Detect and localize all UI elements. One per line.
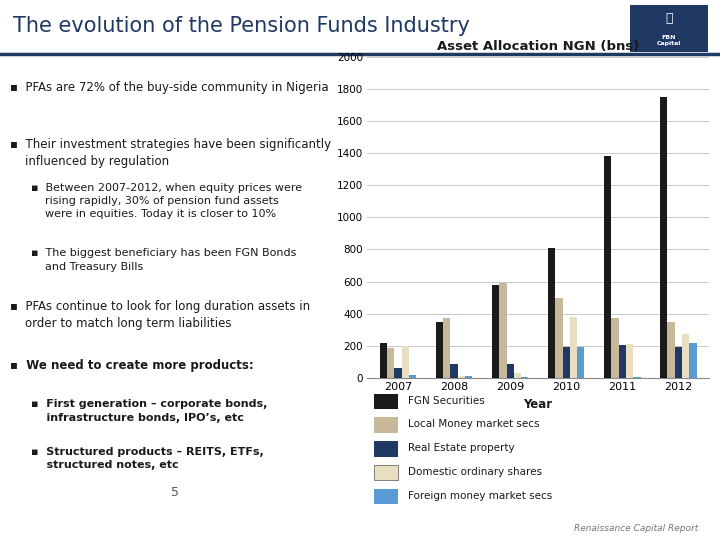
Text: The evolution of the Pension Funds Industry: The evolution of the Pension Funds Indus…	[13, 16, 470, 36]
Bar	[633, 377, 641, 378]
Bar	[492, 285, 499, 378]
Bar	[548, 248, 555, 378]
Bar	[570, 317, 577, 378]
Text: FGN Securities: FGN Securities	[408, 396, 485, 406]
Text: ▪  We need to create more products:: ▪ We need to create more products:	[11, 359, 254, 372]
Text: Local Money market secs: Local Money market secs	[408, 420, 540, 429]
Bar	[618, 345, 626, 378]
Bar	[402, 346, 409, 378]
Bar	[562, 347, 570, 378]
Bar	[675, 347, 682, 378]
Title: Asset Allocation NGN (bns): Asset Allocation NGN (bns)	[437, 40, 639, 53]
Text: ▪  Structured products – REITS, ETFs,
    structured notes, etc: ▪ Structured products – REITS, ETFs, str…	[32, 447, 264, 470]
Bar	[458, 376, 465, 378]
Bar	[604, 156, 611, 378]
Bar	[374, 465, 398, 480]
Text: 5: 5	[171, 485, 179, 498]
Text: Domestic ordinary shares: Domestic ordinary shares	[408, 467, 542, 477]
Bar	[626, 345, 633, 378]
Text: 🐘: 🐘	[665, 12, 672, 25]
Bar	[409, 375, 416, 378]
Bar	[444, 318, 451, 378]
Text: ▪  Between 2007-2012, when equity prices were
    rising rapidly, 30% of pension: ▪ Between 2007-2012, when equity prices …	[32, 183, 302, 219]
Bar	[374, 441, 398, 456]
Bar	[667, 322, 675, 378]
Bar	[374, 489, 398, 504]
Bar	[689, 343, 696, 378]
Bar	[380, 343, 387, 378]
Text: ▪  PFAs are 72% of the buy-side community in Nigeria: ▪ PFAs are 72% of the buy-side community…	[11, 82, 329, 94]
Text: Foreign money market secs: Foreign money market secs	[408, 491, 552, 501]
Bar	[374, 417, 398, 433]
Bar	[387, 348, 395, 378]
X-axis label: Year: Year	[523, 398, 553, 411]
Bar	[395, 368, 402, 378]
Bar	[436, 322, 444, 378]
Bar	[514, 373, 521, 378]
Text: ▪  Their investment strategies have been significantly
    influenced by regulat: ▪ Their investment strategies have been …	[11, 138, 332, 168]
Bar	[451, 364, 458, 378]
Text: ▪  PFAs continue to look for long duration assets in
    order to match long ter: ▪ PFAs continue to look for long duratio…	[11, 300, 310, 330]
Text: ▪  First generation – corporate bonds,
    infrastructure bonds, IPO’s, etc: ▪ First generation – corporate bonds, in…	[32, 400, 268, 423]
FancyBboxPatch shape	[630, 4, 708, 52]
Bar	[499, 283, 507, 378]
Bar	[611, 318, 618, 378]
Bar	[374, 394, 398, 409]
Bar	[465, 376, 472, 378]
Bar	[682, 334, 689, 378]
Bar	[577, 347, 585, 378]
Bar	[507, 363, 514, 378]
Bar	[660, 97, 667, 378]
Bar	[521, 377, 528, 378]
Text: Real Estate property: Real Estate property	[408, 443, 515, 453]
Text: ▪  The biggest beneficiary has been FGN Bonds
    and Treasury Bills: ▪ The biggest beneficiary has been FGN B…	[32, 248, 297, 272]
Text: Renaissance Capital Report: Renaissance Capital Report	[574, 524, 698, 533]
Text: FBN
Capital: FBN Capital	[657, 36, 681, 46]
Bar	[555, 298, 562, 378]
